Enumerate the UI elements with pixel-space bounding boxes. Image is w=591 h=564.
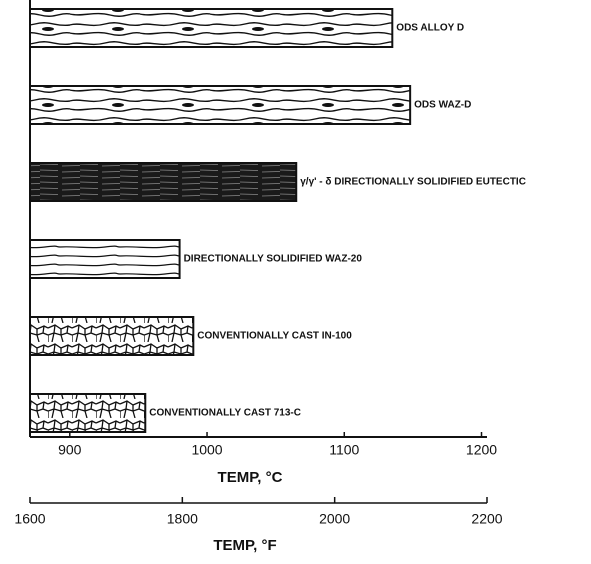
bar-label: DIRECTIONALLY SOLIDIFIED WAZ-20 — [184, 254, 363, 265]
bar-label: ODS WAZ-D — [414, 100, 471, 111]
bar — [30, 240, 180, 278]
x-tick-label: 1000 — [191, 442, 222, 458]
bar — [30, 9, 392, 47]
x2-tick-label: 1800 — [167, 511, 198, 527]
bar — [30, 394, 145, 432]
bar — [30, 86, 410, 124]
bar-label: CONVENTIONALLY CAST IN-100 — [197, 331, 352, 342]
x-tick-label: 1200 — [466, 442, 497, 458]
x2-tick-label: 1600 — [14, 511, 45, 527]
bar-label: ODS ALLOY D — [396, 23, 464, 34]
x-axis-title: TEMP, °C — [218, 469, 283, 486]
x-tick-label: 1100 — [329, 442, 359, 458]
bar — [30, 317, 193, 355]
x2-tick-label: 2000 — [319, 511, 350, 527]
bar-label: γ/γ' - δ DIRECTIONALLY SOLIDIFIED EUTECT… — [300, 177, 526, 188]
bar — [30, 163, 296, 201]
x-tick-label: 900 — [58, 442, 82, 458]
bar-label: CONVENTIONALLY CAST 713-C — [149, 408, 301, 419]
chart: TEMP, °C TEMP, °F 900 1000 1100 1200 1600 180… — [0, 0, 591, 564]
x2-tick-label: 2200 — [471, 511, 502, 527]
x2-axis-title: TEMP, °F — [213, 537, 276, 554]
